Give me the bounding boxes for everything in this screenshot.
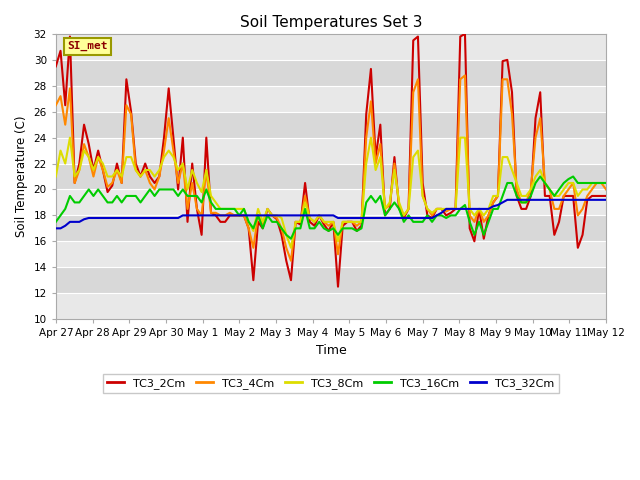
X-axis label: Time: Time — [316, 344, 346, 357]
Bar — [56, 34, 606, 60]
Legend: TC3_2Cm, TC3_4Cm, TC3_8Cm, TC3_16Cm, TC3_32Cm: TC3_2Cm, TC3_4Cm, TC3_8Cm, TC3_16Cm, TC3… — [103, 373, 559, 393]
Title: Soil Temperatures Set 3: Soil Temperatures Set 3 — [240, 15, 422, 30]
Bar — [56, 216, 606, 241]
Bar — [56, 267, 606, 293]
Bar — [56, 241, 606, 267]
Bar — [56, 138, 606, 164]
Y-axis label: Soil Temperature (C): Soil Temperature (C) — [15, 116, 28, 237]
Bar — [56, 293, 606, 319]
Bar — [56, 190, 606, 216]
Bar — [56, 60, 606, 86]
Bar — [56, 86, 606, 112]
Bar — [56, 112, 606, 138]
Bar — [56, 164, 606, 190]
Text: SI_met: SI_met — [67, 41, 108, 51]
